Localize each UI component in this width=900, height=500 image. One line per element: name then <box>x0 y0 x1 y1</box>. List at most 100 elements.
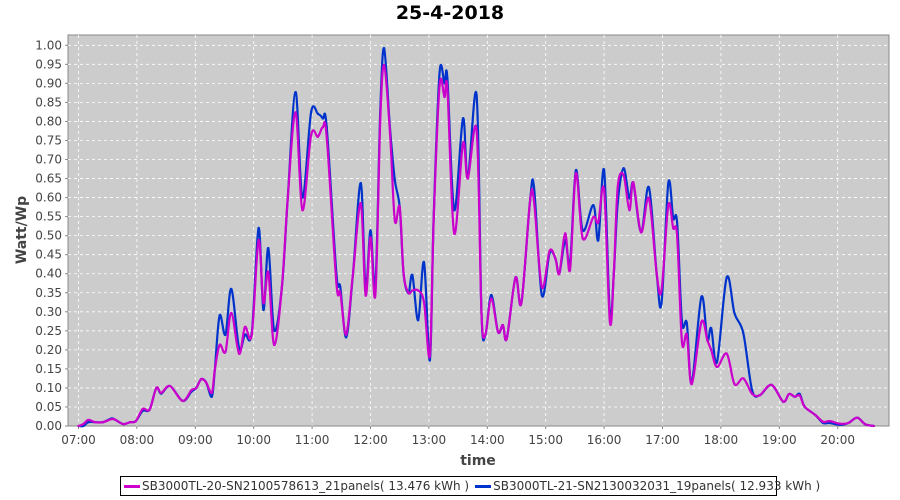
data-point <box>224 350 227 353</box>
data-point <box>335 282 338 285</box>
data-point <box>310 134 313 137</box>
data-point <box>667 182 670 185</box>
data-point <box>564 239 567 242</box>
y-tick-label: 0.70 <box>35 153 62 167</box>
data-point <box>94 421 97 424</box>
y-tick-label: 0.65 <box>35 172 62 186</box>
data-point <box>77 425 80 427</box>
data-point <box>548 249 551 252</box>
data-point <box>443 96 446 99</box>
data-point <box>700 295 703 298</box>
data-point <box>218 343 221 346</box>
data-point <box>782 400 785 403</box>
y-tick-label: 0.30 <box>35 305 62 319</box>
data-point <box>529 199 532 202</box>
y-tick-label: 0.85 <box>35 95 62 109</box>
data-point <box>514 276 517 279</box>
y-tick-label: 0.55 <box>35 210 62 224</box>
data-point <box>733 312 736 315</box>
chart-title: 25-4-2018 <box>395 2 505 24</box>
data-point <box>87 418 90 421</box>
data-point <box>160 391 163 394</box>
data-point <box>383 47 386 50</box>
data-point <box>798 393 801 396</box>
data-point <box>190 389 193 392</box>
data-point <box>82 425 85 427</box>
data-point <box>863 423 866 426</box>
data-point <box>423 261 426 264</box>
data-point <box>751 388 754 391</box>
data-point <box>461 117 464 120</box>
data-point <box>655 272 658 275</box>
y-tick-label: 0.20 <box>35 343 62 357</box>
data-point <box>428 354 431 357</box>
data-point <box>505 337 508 340</box>
x-tick-label: 16:00 <box>587 433 622 447</box>
legend-item: SB3000TL-20-SN2100578613_21panels( 13.47… <box>124 479 469 493</box>
data-point <box>710 348 713 351</box>
data-point <box>243 326 246 329</box>
data-point <box>87 421 90 424</box>
series-line-1 <box>78 63 874 428</box>
data-point <box>597 221 600 224</box>
data-point <box>798 394 801 397</box>
data-point <box>339 286 342 289</box>
data-point <box>770 383 773 386</box>
data-point <box>195 386 198 389</box>
data-point <box>339 291 342 294</box>
data-point <box>647 186 650 189</box>
data-point <box>417 289 420 292</box>
data-point <box>369 236 372 239</box>
data-point <box>218 314 221 317</box>
data-point <box>294 111 297 114</box>
y-tick-label: 0.05 <box>35 400 62 414</box>
data-point <box>690 383 693 386</box>
data-point <box>616 186 619 189</box>
data-point <box>393 179 396 182</box>
data-point <box>751 392 754 395</box>
data-point <box>490 297 493 300</box>
data-point <box>310 111 313 114</box>
x-tick-label: 12:00 <box>353 433 388 447</box>
x-tick-label: 18:00 <box>704 433 739 447</box>
data-point <box>374 293 377 296</box>
data-point <box>475 129 478 132</box>
data-point <box>716 365 719 368</box>
data-point <box>793 395 796 398</box>
data-point <box>685 322 688 325</box>
data-point <box>325 135 328 138</box>
y-tick-label: 0.60 <box>35 191 62 205</box>
data-point <box>438 71 441 74</box>
data-point <box>257 239 260 242</box>
data-point <box>622 167 625 170</box>
data-point <box>273 329 276 332</box>
data-point <box>224 333 227 336</box>
data-point <box>608 321 611 324</box>
y-axis-label: Watt/Wp <box>14 196 30 264</box>
data-point <box>443 82 446 85</box>
x-tick-label: 17:00 <box>645 433 680 447</box>
data-point <box>592 215 595 218</box>
x-tick-label: 14:00 <box>470 433 505 447</box>
y-tick-label: 0.35 <box>35 286 62 300</box>
data-point <box>257 227 260 230</box>
data-point <box>267 271 270 274</box>
data-point <box>725 352 728 355</box>
data-point <box>238 346 241 349</box>
legend: SB3000TL-20-SN2100578613_21panels( 13.47… <box>120 476 820 496</box>
data-point <box>838 423 841 426</box>
x-tick-label: 09:00 <box>178 433 213 447</box>
data-point <box>533 186 536 189</box>
x-tick-label: 11:00 <box>295 433 330 447</box>
data-point <box>603 169 606 172</box>
data-point <box>417 319 420 322</box>
data-point <box>453 209 456 212</box>
data-point <box>680 341 683 344</box>
y-tick-label: 0.50 <box>35 229 62 243</box>
x-tick-label: 13:00 <box>412 433 447 447</box>
data-point <box>672 217 675 220</box>
data-point <box>628 197 631 200</box>
data-point <box>574 169 577 172</box>
data-point <box>398 206 401 209</box>
